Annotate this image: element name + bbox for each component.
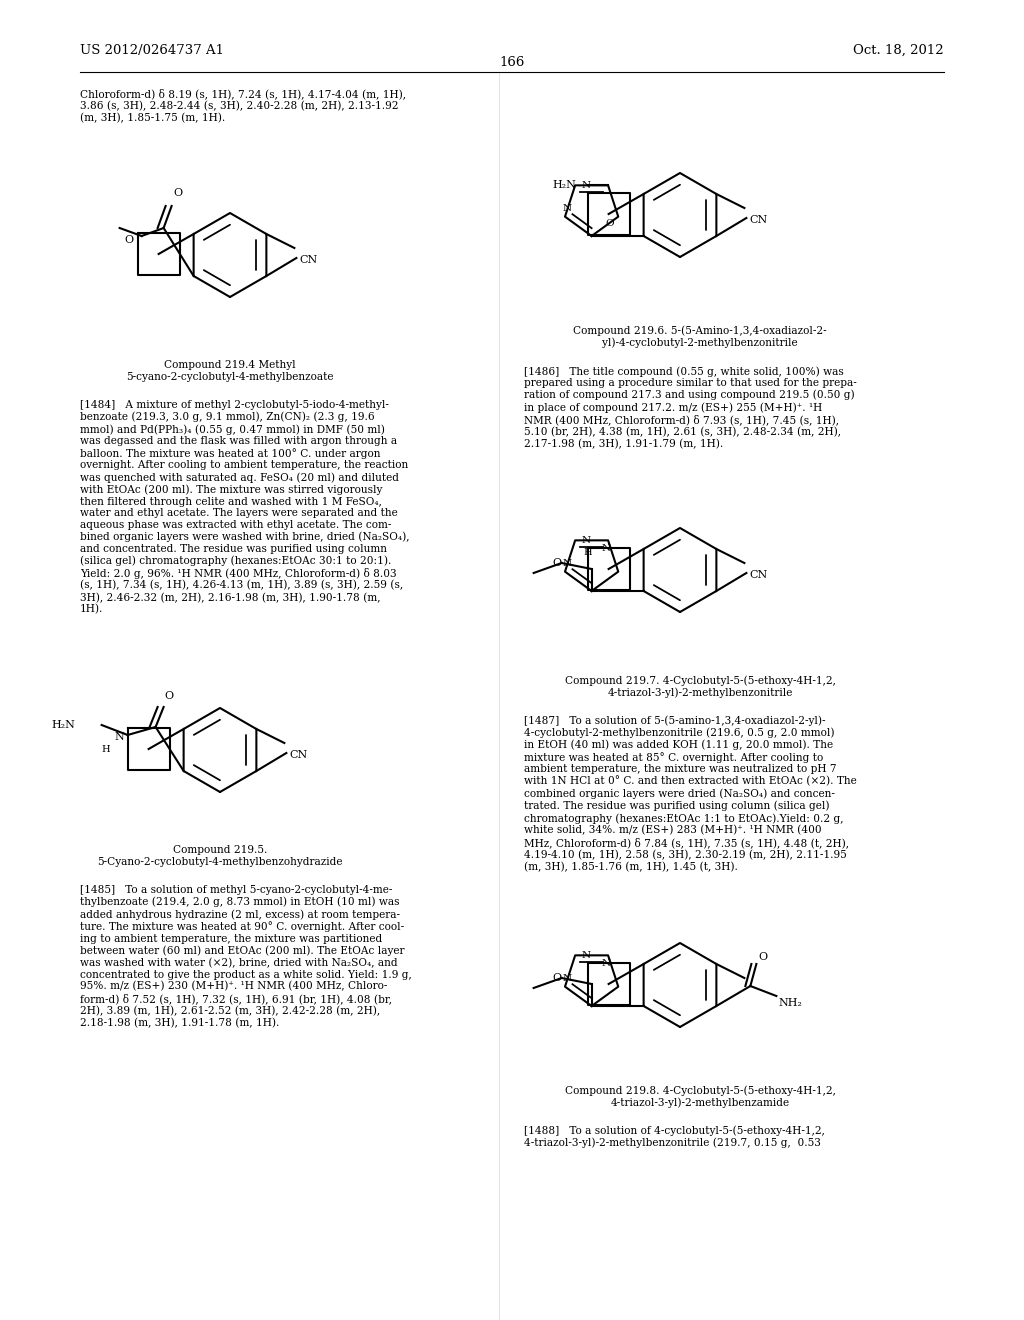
Text: N: N [582, 950, 590, 960]
Text: Compound 219.6. 5-(5-Amino-1,3,4-oxadiazol-2-
yl)-4-cyclobutyl-2-methylbenzonitr: Compound 219.6. 5-(5-Amino-1,3,4-oxadiaz… [573, 325, 826, 348]
Text: N: N [562, 203, 571, 213]
Text: H: H [101, 744, 110, 754]
Text: CN: CN [290, 750, 307, 760]
Text: US 2012/0264737 A1: US 2012/0264737 A1 [80, 44, 224, 57]
Text: [1486]   The title compound (0.55 g, white solid, 100%) was
prepared using a pro: [1486] The title compound (0.55 g, white… [524, 366, 857, 449]
Text: CN: CN [750, 570, 768, 579]
Text: N: N [601, 960, 610, 969]
Text: N: N [582, 181, 590, 190]
Text: Oct. 18, 2012: Oct. 18, 2012 [853, 44, 944, 57]
Text: [1488]   To a solution of 4-cyclobutyl-5-(5-ethoxy-4H-1,2,
4-triazol-3-yl)-2-met: [1488] To a solution of 4-cyclobutyl-5-(… [524, 1125, 825, 1148]
Text: CN: CN [750, 215, 768, 224]
Text: Chloroform-d) δ 8.19 (s, 1H), 7.24 (s, 1H), 4.17-4.04 (m, 1H),
3.86 (s, 3H), 2.4: Chloroform-d) δ 8.19 (s, 1H), 7.24 (s, 1… [80, 88, 406, 123]
Text: H₂N: H₂N [52, 719, 76, 730]
Text: Compound 219.4 Methyl
5-cyano-2-cyclobutyl-4-methylbenzoate: Compound 219.4 Methyl 5-cyano-2-cyclobut… [126, 360, 334, 381]
Text: O: O [165, 690, 174, 701]
Text: O: O [605, 219, 614, 227]
Text: Compound 219.8. 4-Cyclobutyl-5-(5-ethoxy-4H-1,2,
4-triazol-3-yl)-2-methylbenzami: Compound 219.8. 4-Cyclobutyl-5-(5-ethoxy… [564, 1085, 836, 1107]
Text: [1485]   To a solution of methyl 5-cyano-2-cyclobutyl-4-me-
thylbenzoate (219.4,: [1485] To a solution of methyl 5-cyano-2… [80, 884, 412, 1028]
Text: NH₂: NH₂ [778, 998, 802, 1008]
Text: O: O [553, 973, 561, 983]
Text: [1484]   A mixture of methyl 2-cyclobutyl-5-iodo-4-methyl-
benzoate (219.3, 3.0 : [1484] A mixture of methyl 2-cyclobutyl-… [80, 400, 410, 615]
Text: [1487]   To a solution of 5-(5-amino-1,3,4-oxadiazol-2-yl)-
4-cyclobutyl-2-methy: [1487] To a solution of 5-(5-amino-1,3,4… [524, 715, 857, 873]
Text: O: O [174, 187, 182, 198]
Text: N: N [582, 536, 590, 545]
Text: H₂N: H₂N [552, 181, 577, 190]
Text: Compound 219.5.
5-Cyano-2-cyclobutyl-4-methylbenzohydrazide: Compound 219.5. 5-Cyano-2-cyclobutyl-4-m… [97, 845, 343, 867]
Text: H: H [584, 548, 592, 557]
Text: Compound 219.7. 4-Cyclobutyl-5-(5-ethoxy-4H-1,2,
4-triazol-3-yl)-2-methylbenzoni: Compound 219.7. 4-Cyclobutyl-5-(5-ethoxy… [564, 675, 836, 698]
Text: O: O [125, 235, 133, 246]
Text: O: O [759, 952, 768, 962]
Text: 166: 166 [500, 55, 524, 69]
Text: O: O [553, 558, 561, 568]
Text: CN: CN [299, 255, 317, 265]
Text: N: N [601, 544, 610, 553]
Text: N: N [115, 733, 125, 742]
Text: N: N [562, 974, 571, 982]
Text: N: N [562, 558, 571, 568]
